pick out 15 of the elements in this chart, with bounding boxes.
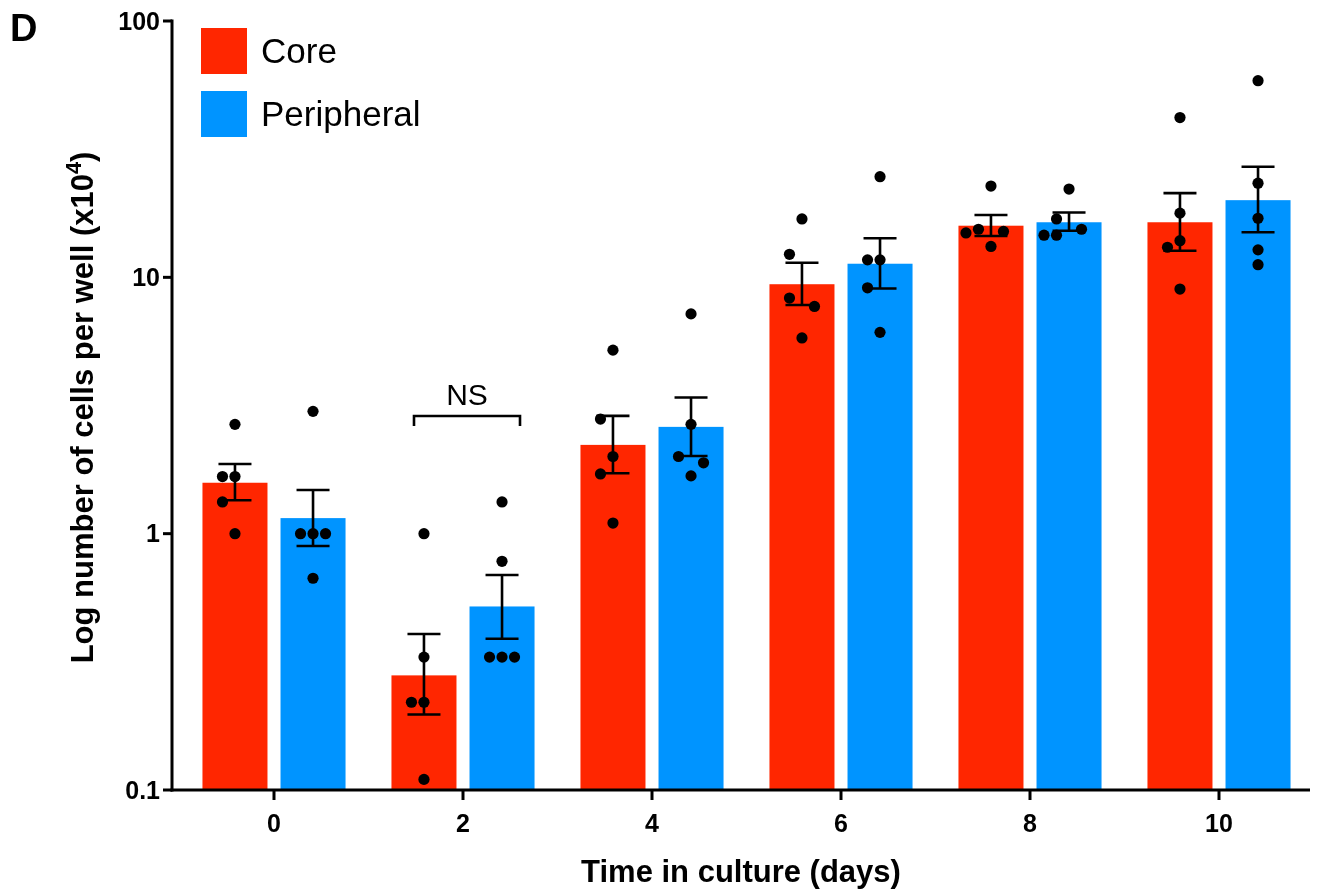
- legend-label: Peripheral: [261, 94, 421, 133]
- x-tick-label: 4: [645, 809, 660, 837]
- x-tick-label: 0: [267, 809, 281, 837]
- text: D: [10, 7, 38, 49]
- y-tick-label: 1: [146, 519, 161, 548]
- legend-label: Core: [261, 31, 337, 70]
- annotation: NS: [446, 378, 488, 411]
- y-tick-label: 100: [118, 6, 160, 35]
- x-tick-label: 8: [1023, 809, 1038, 837]
- x-axis-title: Time in culture (days): [581, 854, 901, 889]
- y-tick-label: 10: [132, 263, 160, 292]
- x-tick-label: 10: [1205, 809, 1233, 837]
- x-tick-label: 2: [456, 809, 470, 837]
- x-tick-label: 6: [834, 809, 848, 837]
- y-tick-label: 0.1: [125, 775, 161, 804]
